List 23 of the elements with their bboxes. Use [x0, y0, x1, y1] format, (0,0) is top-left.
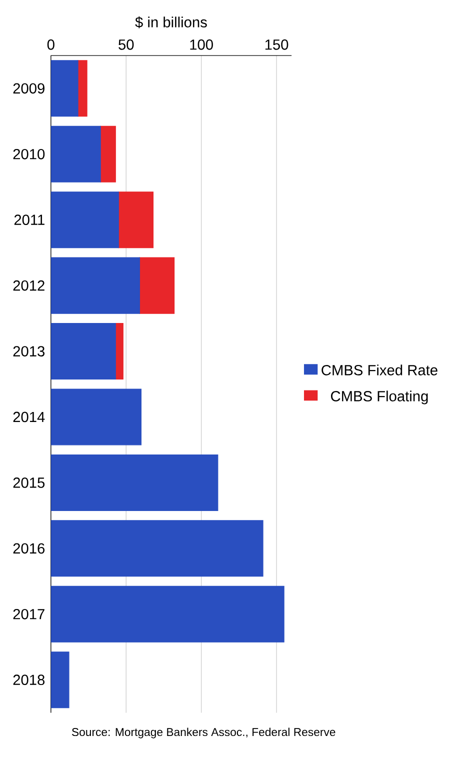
y-tick-label: 2017 [13, 608, 44, 620]
source-note: Source: Mortgage Bankers Assoc., Federal Reserve [72, 728, 336, 738]
legend-label: CMBS Floating [331, 390, 428, 404]
bar [115, 323, 124, 380]
x-axis-title: $ in billions [135, 16, 207, 28]
legend-label: CMBS Fixed Rate [322, 364, 438, 376]
bar [118, 192, 154, 248]
y-tick-label: 2009 [13, 83, 45, 94]
x-tick-label: 50 [118, 39, 134, 50]
bar [139, 257, 175, 314]
x-tick-label: 0 [47, 39, 54, 50]
x-tick-label: 100 [190, 39, 214, 50]
bar [78, 60, 88, 117]
y-tick-label: 2013 [13, 346, 45, 356]
y-tick-label: 2014 [13, 412, 45, 422]
bar [100, 126, 116, 182]
y-tick-label: 2018 [13, 674, 45, 686]
y-tick-label: 2012 [13, 280, 44, 291]
x-tick-label: 150 [265, 39, 288, 50]
y-tick-label: 2011 [14, 214, 44, 226]
y-tick-label: 2015 [13, 478, 45, 488]
y-tick-label: 2010 [13, 148, 45, 160]
y-tick-label: 2016 [13, 543, 45, 554]
